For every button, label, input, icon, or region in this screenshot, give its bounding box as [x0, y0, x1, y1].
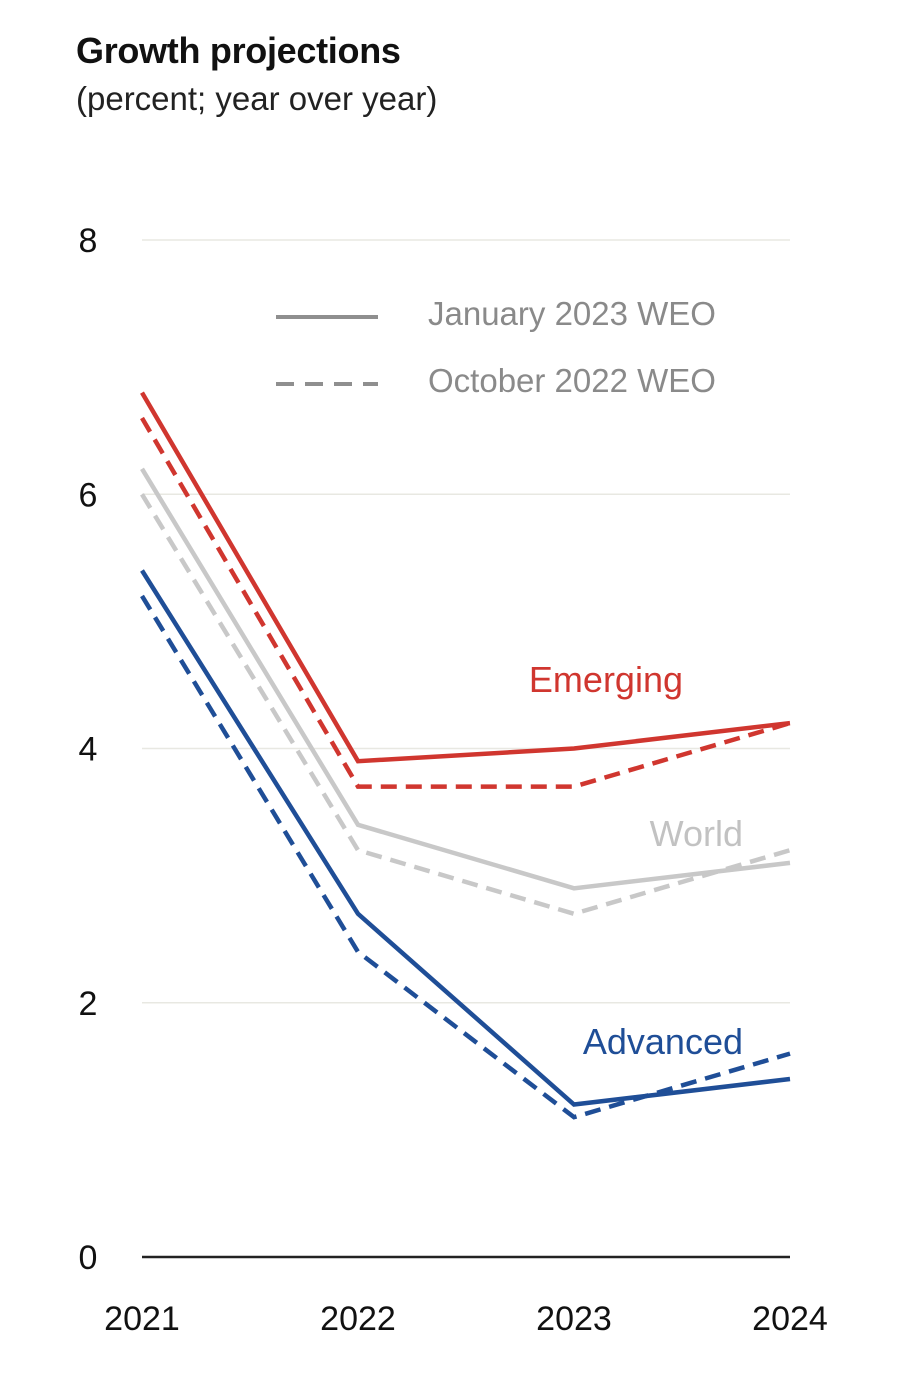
series-line-emerging-january-2023-weo [140, 391, 791, 764]
y-tick-label-4: 4 [79, 731, 98, 769]
x-tick-label-2024: 2024 [752, 1300, 828, 1338]
series-line-advanced-january-2023-weo [140, 569, 791, 1107]
y-tick-label-6: 6 [79, 476, 98, 514]
series-line-advanced-october-2022-weo [140, 594, 791, 1120]
y-tick-label-0: 0 [79, 1239, 98, 1277]
y-tick-label-8: 8 [79, 222, 98, 260]
series-label-world: World [650, 813, 743, 854]
x-tick-label-2023: 2023 [536, 1300, 612, 1338]
x-tick-label-2022: 2022 [320, 1300, 396, 1338]
legend-label-october-2022-weo: October 2022 WEO [428, 362, 716, 399]
x-tick-label-2021: 2021 [104, 1300, 180, 1338]
series-labels: Emerging World Advanced [529, 659, 743, 1062]
series-line-world-january-2023-weo [140, 467, 791, 891]
series-label-advanced: Advanced [583, 1021, 743, 1062]
series-line-emerging-october-2022-weo [140, 416, 791, 789]
axes: 0 2 4 6 8 2021 2022 2023 2024 [79, 222, 828, 1338]
legend: January 2023 WEO October 2022 WEO [276, 295, 716, 399]
chart-title: Growth projections [76, 30, 401, 71]
series-line-world-october-2022-weo [140, 493, 791, 917]
series-label-emerging: Emerging [529, 659, 683, 700]
chart-subtitle: (percent; year over year) [76, 80, 438, 117]
y-tick-label-2: 2 [79, 985, 98, 1023]
series-lines [140, 391, 791, 1120]
legend-label-january-2023-weo: January 2023 WEO [428, 295, 716, 332]
gridlines [142, 239, 790, 1004]
